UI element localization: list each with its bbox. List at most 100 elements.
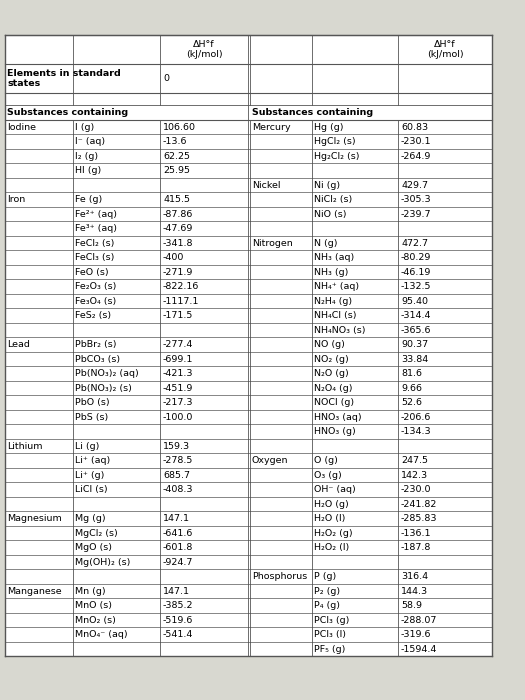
Bar [5,337,492,352]
Text: Li (g): Li (g) [75,442,99,451]
Text: -385.2: -385.2 [163,601,194,610]
Text: -241.82: -241.82 [401,500,437,509]
Bar [5,598,492,612]
Text: 90.37: 90.37 [401,340,428,349]
Text: O (g): O (g) [314,456,338,465]
Bar [5,206,492,221]
Text: -314.4: -314.4 [401,311,432,320]
Text: 159.3: 159.3 [163,442,190,451]
Bar [5,540,492,555]
Bar [5,352,492,366]
Text: 52.6: 52.6 [401,398,422,407]
Text: P₂ (g): P₂ (g) [314,587,340,596]
Text: P (g): P (g) [314,572,336,581]
Bar [5,584,492,598]
Text: -365.6: -365.6 [401,326,432,335]
Text: Lithium: Lithium [7,442,43,451]
Text: MgCl₂ (s): MgCl₂ (s) [75,528,118,538]
Text: Fe²⁺ (aq): Fe²⁺ (aq) [75,209,117,218]
Text: Phosphorus: Phosphorus [252,572,307,581]
Text: -601.8: -601.8 [163,543,193,552]
Text: H₂O (l): H₂O (l) [314,514,345,523]
Bar [5,35,492,657]
Text: -230.1: -230.1 [401,137,432,146]
Text: 81.6: 81.6 [401,369,422,378]
Text: 9.66: 9.66 [401,384,422,393]
Text: Substances containing: Substances containing [252,108,373,117]
Bar [5,178,492,193]
Text: HgCl₂ (s): HgCl₂ (s) [314,137,355,146]
Text: Manganese: Manganese [7,587,61,596]
Text: -277.4: -277.4 [163,340,193,349]
Text: -206.6: -206.6 [401,412,432,421]
Text: PCl₃ (g): PCl₃ (g) [314,615,349,624]
Bar [5,468,492,482]
Text: I (g): I (g) [75,122,94,132]
Text: -271.9: -271.9 [163,267,193,276]
Text: PbS (s): PbS (s) [75,412,108,421]
Bar [5,439,492,454]
Text: Mg(OH)₂ (s): Mg(OH)₂ (s) [75,558,130,566]
Text: 95.40: 95.40 [401,297,428,306]
Text: -400: -400 [163,253,184,262]
Text: 144.3: 144.3 [401,587,428,596]
Text: N₂O (g): N₂O (g) [314,369,349,378]
Text: P₄ (g): P₄ (g) [314,601,340,610]
Text: -217.3: -217.3 [163,398,194,407]
Text: -288.07: -288.07 [401,615,437,624]
Bar [5,642,492,657]
Bar [5,569,492,584]
Text: 247.5: 247.5 [401,456,428,465]
Text: -13.6: -13.6 [163,137,187,146]
Bar [5,308,492,323]
Text: FeO (s): FeO (s) [75,267,109,276]
Text: Fe₃O₄ (s): Fe₃O₄ (s) [75,297,116,306]
Text: H₂O (g): H₂O (g) [314,500,349,509]
Text: 415.5: 415.5 [163,195,190,204]
Text: Mercury: Mercury [252,122,291,132]
Text: 685.7: 685.7 [163,470,190,480]
Text: N₂H₄ (g): N₂H₄ (g) [314,297,352,306]
Bar [5,323,492,337]
Text: 60.83: 60.83 [401,122,428,132]
Text: PCl₃ (l): PCl₃ (l) [314,630,346,639]
Text: O₃ (g): O₃ (g) [314,470,342,480]
Text: Lead: Lead [7,340,30,349]
Text: Nitrogen: Nitrogen [252,239,293,248]
Text: MnO₄⁻ (aq): MnO₄⁻ (aq) [75,630,128,639]
Text: -924.7: -924.7 [163,558,193,566]
Text: -408.3: -408.3 [163,485,194,494]
Text: PF₅ (g): PF₅ (g) [314,645,345,654]
Text: -132.5: -132.5 [401,282,432,291]
Text: Hg₂Cl₂ (s): Hg₂Cl₂ (s) [314,152,360,160]
Text: FeS₂ (s): FeS₂ (s) [75,311,111,320]
Text: -341.8: -341.8 [163,239,194,248]
Bar [5,163,492,178]
Text: I₂ (g): I₂ (g) [75,152,98,160]
Bar [5,105,492,120]
Text: Fe³⁺ (aq): Fe³⁺ (aq) [75,224,117,233]
Text: -278.5: -278.5 [163,456,193,465]
Text: Nickel: Nickel [252,181,280,190]
Text: HNO₃ (aq): HNO₃ (aq) [314,412,362,421]
Bar [5,294,492,308]
Text: 147.1: 147.1 [163,587,190,596]
Text: -100.0: -100.0 [163,412,193,421]
Text: 0: 0 [163,74,169,83]
Text: -47.69: -47.69 [163,224,193,233]
Text: -230.0: -230.0 [401,485,432,494]
Text: -80.29: -80.29 [401,253,432,262]
Text: Iodine: Iodine [7,122,36,132]
Text: MnO (s): MnO (s) [75,601,112,610]
Text: -87.86: -87.86 [163,209,193,218]
Bar [5,555,492,569]
Text: 316.4: 316.4 [401,572,428,581]
Text: -641.6: -641.6 [163,528,193,538]
Text: Mn (g): Mn (g) [75,587,106,596]
Bar [5,366,492,381]
Text: 25.95: 25.95 [163,166,190,175]
Text: Fe₂O₃ (s): Fe₂O₃ (s) [75,282,117,291]
Text: -451.9: -451.9 [163,384,193,393]
Text: -305.3: -305.3 [401,195,432,204]
Text: -136.1: -136.1 [401,528,432,538]
